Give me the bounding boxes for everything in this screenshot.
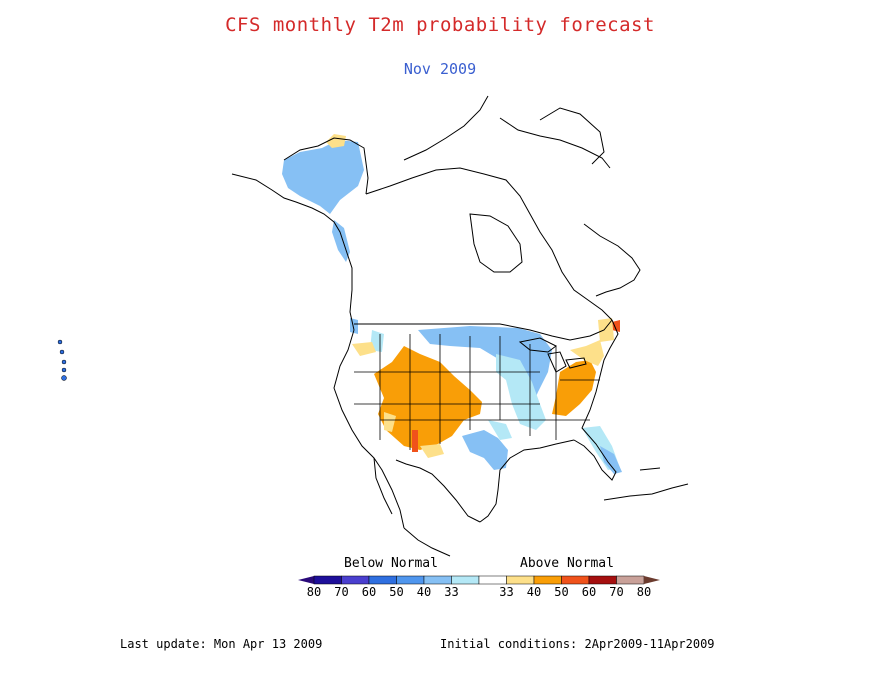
legend-tick-label: 40 bbox=[416, 585, 432, 599]
probability-legend bbox=[298, 575, 660, 585]
new-england-above-40 bbox=[598, 318, 614, 342]
legend-tick-label: 50 bbox=[554, 585, 569, 599]
initial-conditions-text: Initial conditions: 2Apr2009-11Apr2009 bbox=[440, 637, 715, 651]
labrador-coast bbox=[583, 223, 641, 297]
legend-tick-label: 50 bbox=[389, 585, 404, 599]
legend-bin bbox=[368, 575, 397, 585]
texas-below-normal bbox=[462, 430, 508, 470]
mid-atlantic-above-40 bbox=[570, 340, 604, 366]
legend-bin bbox=[341, 575, 370, 585]
canada-north-coast bbox=[365, 95, 613, 321]
legend-bin bbox=[616, 575, 645, 585]
mexico-coast bbox=[373, 457, 451, 557]
legend-tick-label: 70 bbox=[609, 585, 624, 599]
southwest-above-60 bbox=[412, 430, 418, 452]
legend-bin bbox=[451, 575, 480, 585]
legend-tick-label: 40 bbox=[526, 585, 542, 599]
alaska-above-normal bbox=[326, 134, 346, 148]
legend-bin bbox=[506, 575, 535, 585]
new-england-above-60 bbox=[612, 320, 620, 332]
coastlines-and-borders bbox=[231, 95, 689, 557]
legend-bin bbox=[423, 575, 452, 585]
us-west-coast bbox=[333, 329, 405, 529]
forecast-month: Nov 2009 bbox=[403, 60, 477, 78]
page-title: CFS monthly T2m probability forecast bbox=[225, 14, 655, 36]
legend-tick-label: 60 bbox=[361, 585, 377, 599]
legend-cap-low bbox=[298, 576, 314, 584]
legend-tick-label: 33 bbox=[499, 585, 514, 599]
southwest-above-50 bbox=[374, 346, 482, 450]
mid-atlantic-above-50 bbox=[552, 360, 596, 416]
legend-tick-label: 33 bbox=[444, 585, 459, 599]
southwest-above-40 bbox=[352, 342, 444, 458]
alaska-coast bbox=[231, 137, 369, 331]
hudson-bay bbox=[469, 213, 523, 273]
caribbean-islands bbox=[603, 467, 689, 501]
hawaii bbox=[57, 339, 67, 381]
us-east-coast bbox=[573, 319, 619, 481]
legend-bin bbox=[478, 575, 507, 585]
alaska-panhandle-below bbox=[332, 220, 350, 262]
last-update-text: Last update: Mon Apr 13 2009 bbox=[120, 637, 323, 651]
legend-tick-label: 70 bbox=[334, 585, 349, 599]
great-lakes bbox=[518, 337, 587, 373]
legend-tick-label: 80 bbox=[306, 585, 322, 599]
north-central-below-33 bbox=[496, 354, 546, 430]
texas-below-33 bbox=[488, 420, 512, 440]
legend-tick-label: 80 bbox=[636, 585, 652, 599]
legend-bin bbox=[313, 575, 342, 585]
greenland-coast bbox=[539, 107, 605, 165]
legend-bin bbox=[561, 575, 590, 585]
gulf-coast bbox=[395, 439, 575, 523]
legend-below-normal-label: Below Normal bbox=[344, 556, 438, 571]
alaska-below-normal bbox=[282, 140, 364, 214]
legend-bin bbox=[533, 575, 562, 585]
probability-shading bbox=[282, 134, 622, 474]
legend-bin bbox=[588, 575, 617, 585]
legend-tick-label: 60 bbox=[581, 585, 597, 599]
legend-above-normal-label: Above Normal bbox=[520, 556, 614, 571]
us-canada-border bbox=[354, 319, 613, 341]
legend-cap-high bbox=[644, 576, 660, 584]
legend-bin bbox=[396, 575, 425, 585]
state-lines bbox=[354, 334, 600, 450]
florida-below-normal bbox=[600, 446, 622, 474]
